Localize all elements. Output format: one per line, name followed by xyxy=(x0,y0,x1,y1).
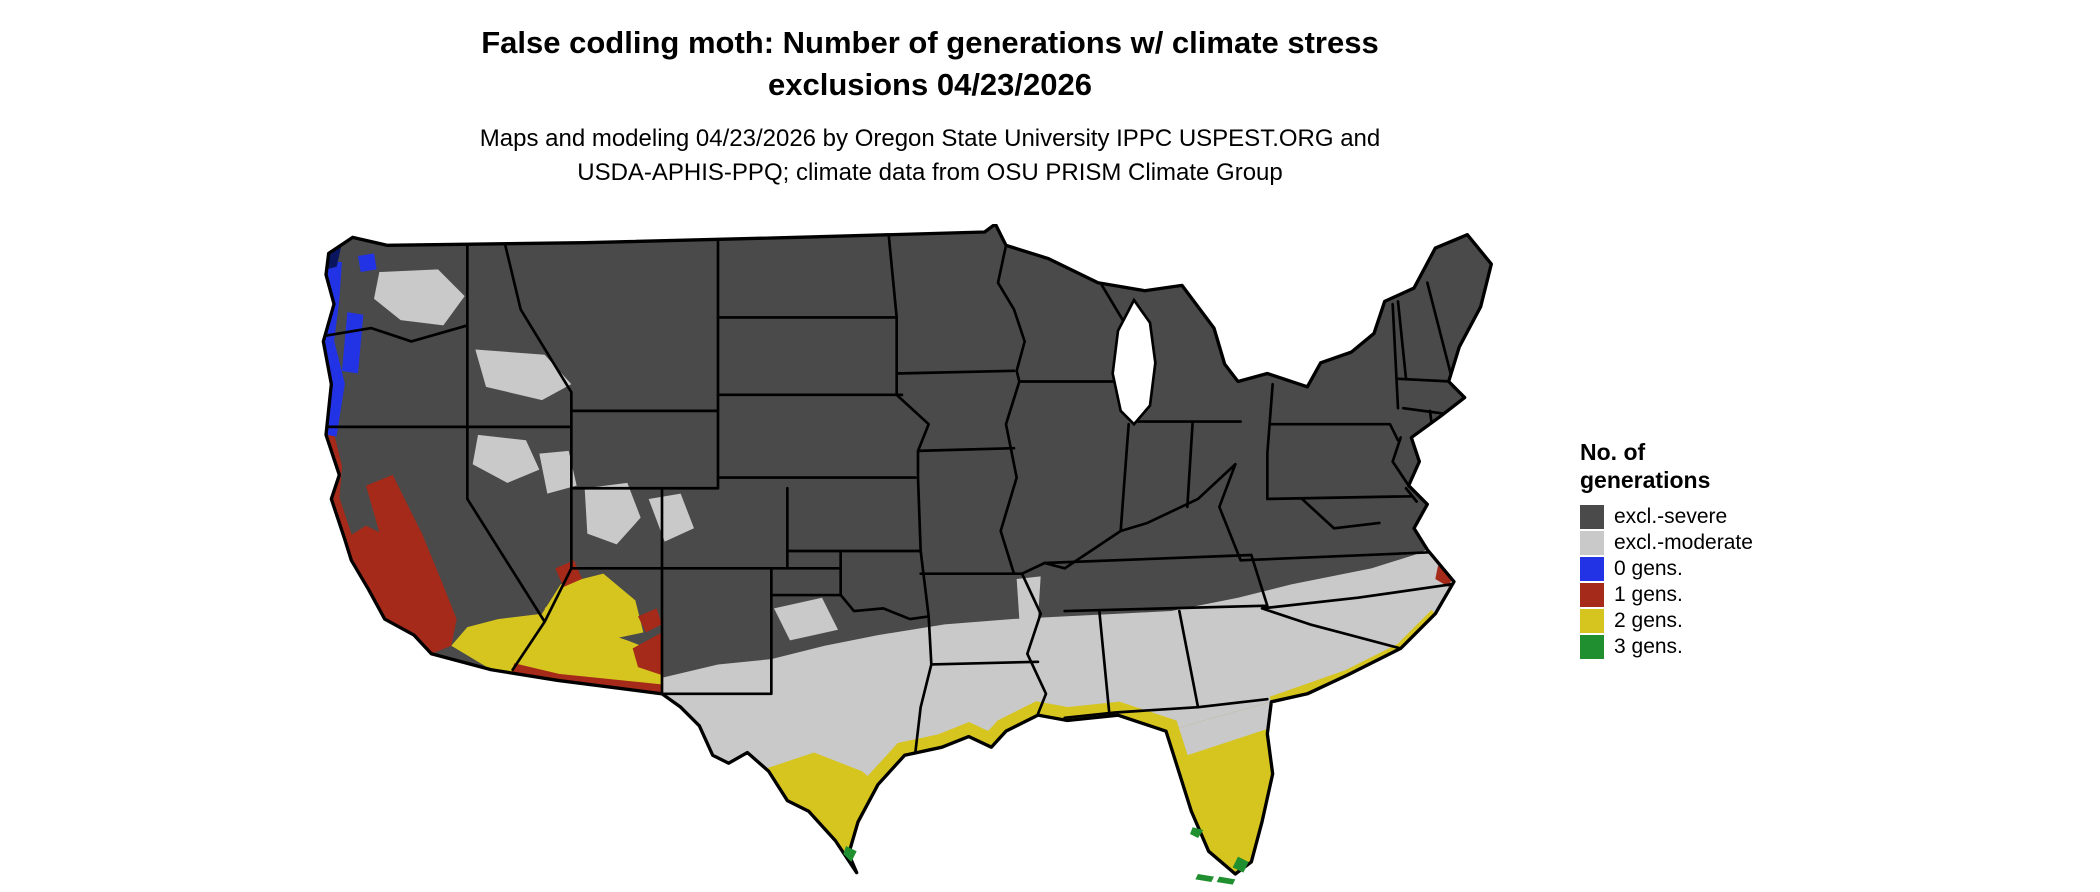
legend-swatch-3-gens xyxy=(1580,635,1604,659)
state-borders-northeast xyxy=(1391,281,1453,434)
lake-michigan xyxy=(1111,297,1157,427)
region-gens1-california-coast xyxy=(344,525,457,654)
legend-label-excl-moderate: excl.-moderate xyxy=(1614,531,1753,554)
region-gens3-south-texas xyxy=(843,845,857,862)
region-gens2-mojave-dot xyxy=(544,595,572,622)
legend-item-3-gens: 3 gens. xyxy=(1580,634,1753,660)
region-excl-moderate-west-colorado xyxy=(648,493,694,542)
region-excl-moderate-bootheel xyxy=(1016,576,1041,620)
legend-item-excl-moderate: excl.-moderate xyxy=(1580,530,1753,556)
region-excl-moderate-nevada-1 xyxy=(472,434,540,483)
us-outline xyxy=(321,224,1493,876)
legend-swatch-2-gens xyxy=(1580,609,1604,633)
region-gens1-central-valley xyxy=(366,474,441,593)
region-gens2-south-texas xyxy=(766,752,878,873)
region-excl-moderate-utah xyxy=(584,482,641,545)
region-gens3-florida-west-coast xyxy=(1190,827,1204,838)
state-borders xyxy=(323,233,1453,754)
region-gens3-florida-keys-2 xyxy=(1216,876,1236,885)
region-gens1-arizona-dot-2 xyxy=(638,608,662,633)
state-borders-southeast xyxy=(1218,382,1453,650)
legend-swatch-excl-severe xyxy=(1580,505,1604,529)
region-excl-moderate-west-texas xyxy=(774,597,838,641)
state-borders-south xyxy=(913,553,1269,754)
region-gens1-virginia-coast-dot xyxy=(1435,565,1454,588)
map-subtitle: Maps and modeling 04/23/2026 by Oregon S… xyxy=(0,122,1860,190)
legend-label-2-gens: 2 gens. xyxy=(1614,609,1683,632)
region-gens3-south-florida xyxy=(1232,856,1249,873)
state-borders-west xyxy=(323,233,842,696)
legend-label-excl-severe: excl.-severe xyxy=(1614,505,1728,528)
region-gens2-central-arizona xyxy=(542,573,644,641)
region-gens0-puget-dot xyxy=(358,253,377,273)
state-borders-plains xyxy=(716,233,1016,621)
legend-item-0-gens: 0 gens. xyxy=(1580,556,1753,582)
legend-swatch-0-gens xyxy=(1580,557,1604,581)
legend-title-line1: No. of xyxy=(1580,439,1646,465)
legend: No. of generations excl.-severe excl.-mod… xyxy=(1580,438,1753,660)
map-title-line1: False codling moth: Number of generation… xyxy=(481,25,1379,60)
legend-item-1-gens: 1 gens. xyxy=(1580,582,1753,608)
map-title-line2: exclusions 04/23/2026 xyxy=(767,67,1092,102)
region-excl-moderate-columbia-basin xyxy=(374,269,465,326)
legend-item-excl-severe: excl.-severe xyxy=(1580,504,1753,530)
us-map xyxy=(321,224,1493,885)
legend-title: No. of generations xyxy=(1580,438,1753,494)
region-excl-moderate-north-florida xyxy=(1166,701,1272,758)
map-fill-layers xyxy=(323,224,1492,874)
region-gens3-florida-keys-1 xyxy=(1195,873,1214,882)
map-title: False codling moth: Number of generation… xyxy=(0,22,1860,106)
legend-item-2-gens: 2 gens. xyxy=(1580,608,1753,634)
region-excl-moderate-nevada-2 xyxy=(539,450,577,494)
legend-title-line2: generations xyxy=(1580,467,1711,493)
title-block: False codling moth: Number of generation… xyxy=(0,22,1860,190)
gens3-specks xyxy=(843,827,1249,885)
map-subtitle-line1: Maps and modeling 04/23/2026 by Oregon S… xyxy=(479,125,1381,152)
state-borders-midwest xyxy=(996,244,1242,576)
legend-label-0-gens: 0 gens. xyxy=(1614,557,1683,580)
region-excl-moderate-snake-plain xyxy=(475,349,572,401)
region-gens1-southeast-arizona xyxy=(632,632,662,676)
legend-label-1-gens: 1 gens. xyxy=(1614,583,1683,606)
legend-label-3-gens: 3 gens. xyxy=(1614,635,1683,658)
legend-swatch-1-gens xyxy=(1580,583,1604,607)
region-gens0-willamette-valley xyxy=(342,312,364,374)
legend-swatch-excl-moderate xyxy=(1580,531,1604,555)
map-subtitle-line2: USDA-APHIS-PPQ; climate data from OSU PR… xyxy=(577,159,1283,186)
